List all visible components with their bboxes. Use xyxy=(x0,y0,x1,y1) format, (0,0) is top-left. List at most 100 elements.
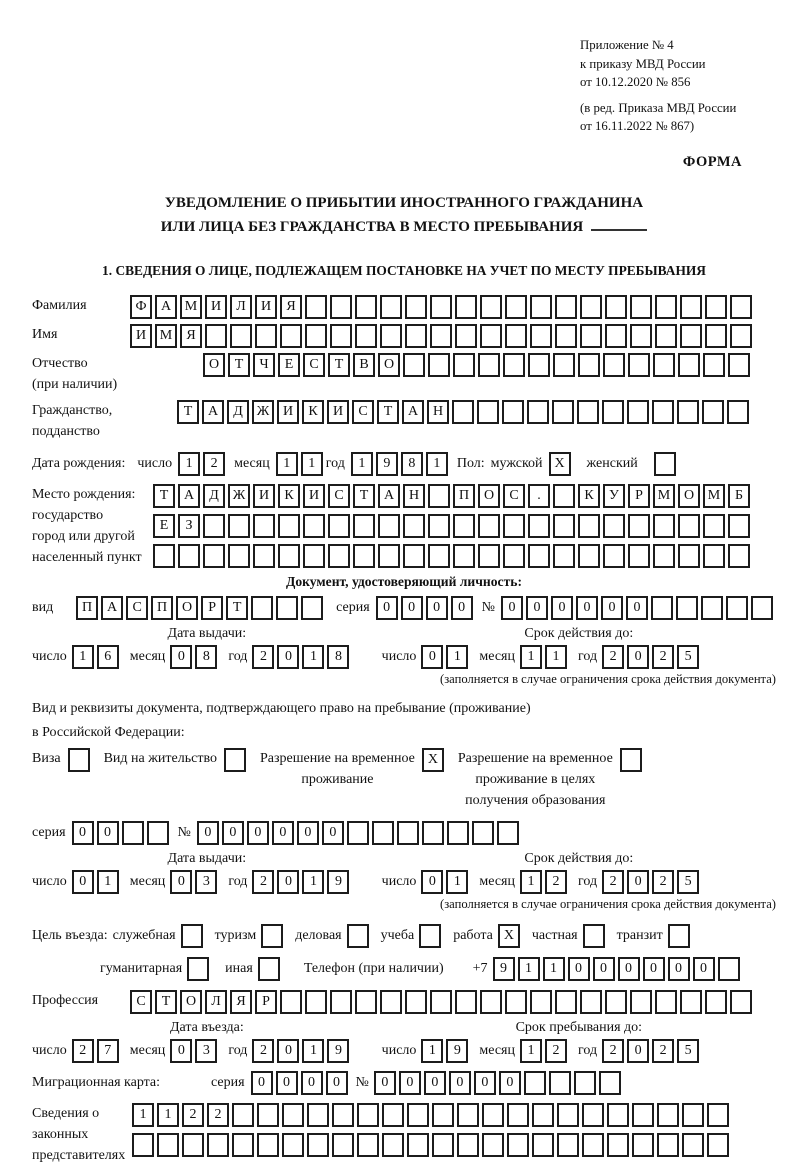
char-cell[interactable] xyxy=(703,513,725,538)
char-cell[interactable]: 0 xyxy=(421,644,444,669)
char-cell[interactable]: Т xyxy=(353,483,375,508)
char-cell[interactable] xyxy=(598,1071,621,1096)
char-cell[interactable]: 0 xyxy=(321,821,344,846)
char-cell[interactable]: 1 xyxy=(519,870,542,895)
char-cell[interactable] xyxy=(428,352,450,377)
char-cell[interactable] xyxy=(405,990,427,1015)
purpose-humanitarian-checkbox[interactable] xyxy=(187,957,210,982)
char-cell[interactable]: 0 xyxy=(627,1039,650,1064)
char-cell[interactable] xyxy=(378,543,400,568)
char-cell[interactable] xyxy=(530,990,552,1015)
char-cell[interactable]: Д xyxy=(227,399,249,424)
char-cell[interactable]: Ч xyxy=(253,352,275,377)
char-cell[interactable] xyxy=(527,399,549,424)
char-cell[interactable]: 1 xyxy=(350,451,373,476)
char-cell[interactable] xyxy=(276,595,299,620)
char-cell[interactable]: 1 xyxy=(519,644,542,669)
char-cell[interactable] xyxy=(602,399,624,424)
char-cell[interactable]: 0 xyxy=(250,1071,273,1096)
char-cell[interactable]: Е xyxy=(278,352,300,377)
char-cell[interactable]: 1 xyxy=(542,957,565,982)
char-cell[interactable]: 0 xyxy=(277,1039,300,1064)
char-cell[interactable]: А xyxy=(101,595,124,620)
char-cell[interactable]: 5 xyxy=(677,870,700,895)
char-cell[interactable]: 0 xyxy=(473,1071,496,1096)
char-cell[interactable] xyxy=(578,543,600,568)
char-cell[interactable] xyxy=(228,513,250,538)
char-cell[interactable] xyxy=(457,1133,479,1158)
char-cell[interactable]: Л xyxy=(205,990,227,1015)
char-cell[interactable] xyxy=(603,543,625,568)
char-cell[interactable] xyxy=(203,543,225,568)
char-cell[interactable] xyxy=(478,543,500,568)
char-cell[interactable]: 7 xyxy=(96,1039,119,1064)
char-cell[interactable]: 1 xyxy=(446,644,469,669)
char-cell[interactable]: 0 xyxy=(498,1071,521,1096)
char-cell[interactable]: У xyxy=(603,483,625,508)
char-cell[interactable] xyxy=(305,294,327,319)
char-cell[interactable]: К xyxy=(578,483,600,508)
char-cell[interactable] xyxy=(182,1133,204,1158)
purpose-work-checkbox[interactable]: X xyxy=(497,924,520,949)
char-cell[interactable] xyxy=(657,1133,679,1158)
char-cell[interactable]: 0 xyxy=(400,595,423,620)
char-cell[interactable]: И xyxy=(277,399,299,424)
char-cell[interactable] xyxy=(530,323,552,348)
char-cell[interactable]: С xyxy=(328,483,350,508)
char-cell[interactable] xyxy=(478,352,500,377)
char-cell[interactable]: 2 xyxy=(602,870,625,895)
char-cell[interactable]: О xyxy=(203,352,225,377)
char-cell[interactable] xyxy=(380,294,402,319)
char-cell[interactable]: 2 xyxy=(544,1039,567,1064)
char-cell[interactable] xyxy=(230,323,252,348)
residence-permit-checkbox[interactable] xyxy=(223,748,246,773)
char-cell[interactable] xyxy=(278,513,300,538)
char-cell[interactable] xyxy=(655,990,677,1015)
char-cell[interactable]: 0 xyxy=(246,821,269,846)
char-cell[interactable] xyxy=(353,543,375,568)
char-cell[interactable] xyxy=(505,323,527,348)
char-cell[interactable] xyxy=(703,543,725,568)
char-cell[interactable] xyxy=(555,323,577,348)
char-cell[interactable] xyxy=(580,294,602,319)
char-cell[interactable] xyxy=(553,483,575,508)
char-cell[interactable] xyxy=(557,1103,579,1128)
char-cell[interactable]: 0 xyxy=(170,870,193,895)
char-cell[interactable] xyxy=(505,294,527,319)
char-cell[interactable] xyxy=(503,513,525,538)
char-cell[interactable]: И xyxy=(130,323,152,348)
char-cell[interactable] xyxy=(430,990,452,1015)
char-cell[interactable] xyxy=(528,513,550,538)
char-cell[interactable] xyxy=(405,294,427,319)
char-cell[interactable]: 0 xyxy=(551,595,573,620)
char-cell[interactable] xyxy=(678,543,700,568)
char-cell[interactable]: 0 xyxy=(277,870,300,895)
char-cell[interactable] xyxy=(678,352,700,377)
char-cell[interactable] xyxy=(430,323,452,348)
sex-female-checkbox[interactable] xyxy=(653,451,676,476)
char-cell[interactable] xyxy=(603,513,625,538)
char-cell[interactable] xyxy=(548,1071,571,1096)
char-cell[interactable] xyxy=(407,1103,429,1128)
char-cell[interactable] xyxy=(346,821,369,846)
char-cell[interactable] xyxy=(680,294,702,319)
char-cell[interactable]: И xyxy=(255,294,277,319)
char-cell[interactable]: 2 xyxy=(652,644,675,669)
char-cell[interactable] xyxy=(678,513,700,538)
char-cell[interactable] xyxy=(705,323,727,348)
char-cell[interactable]: 0 xyxy=(627,870,650,895)
char-cell[interactable]: И xyxy=(253,483,275,508)
char-cell[interactable] xyxy=(632,1133,654,1158)
char-cell[interactable]: 0 xyxy=(692,957,715,982)
char-cell[interactable] xyxy=(730,294,752,319)
